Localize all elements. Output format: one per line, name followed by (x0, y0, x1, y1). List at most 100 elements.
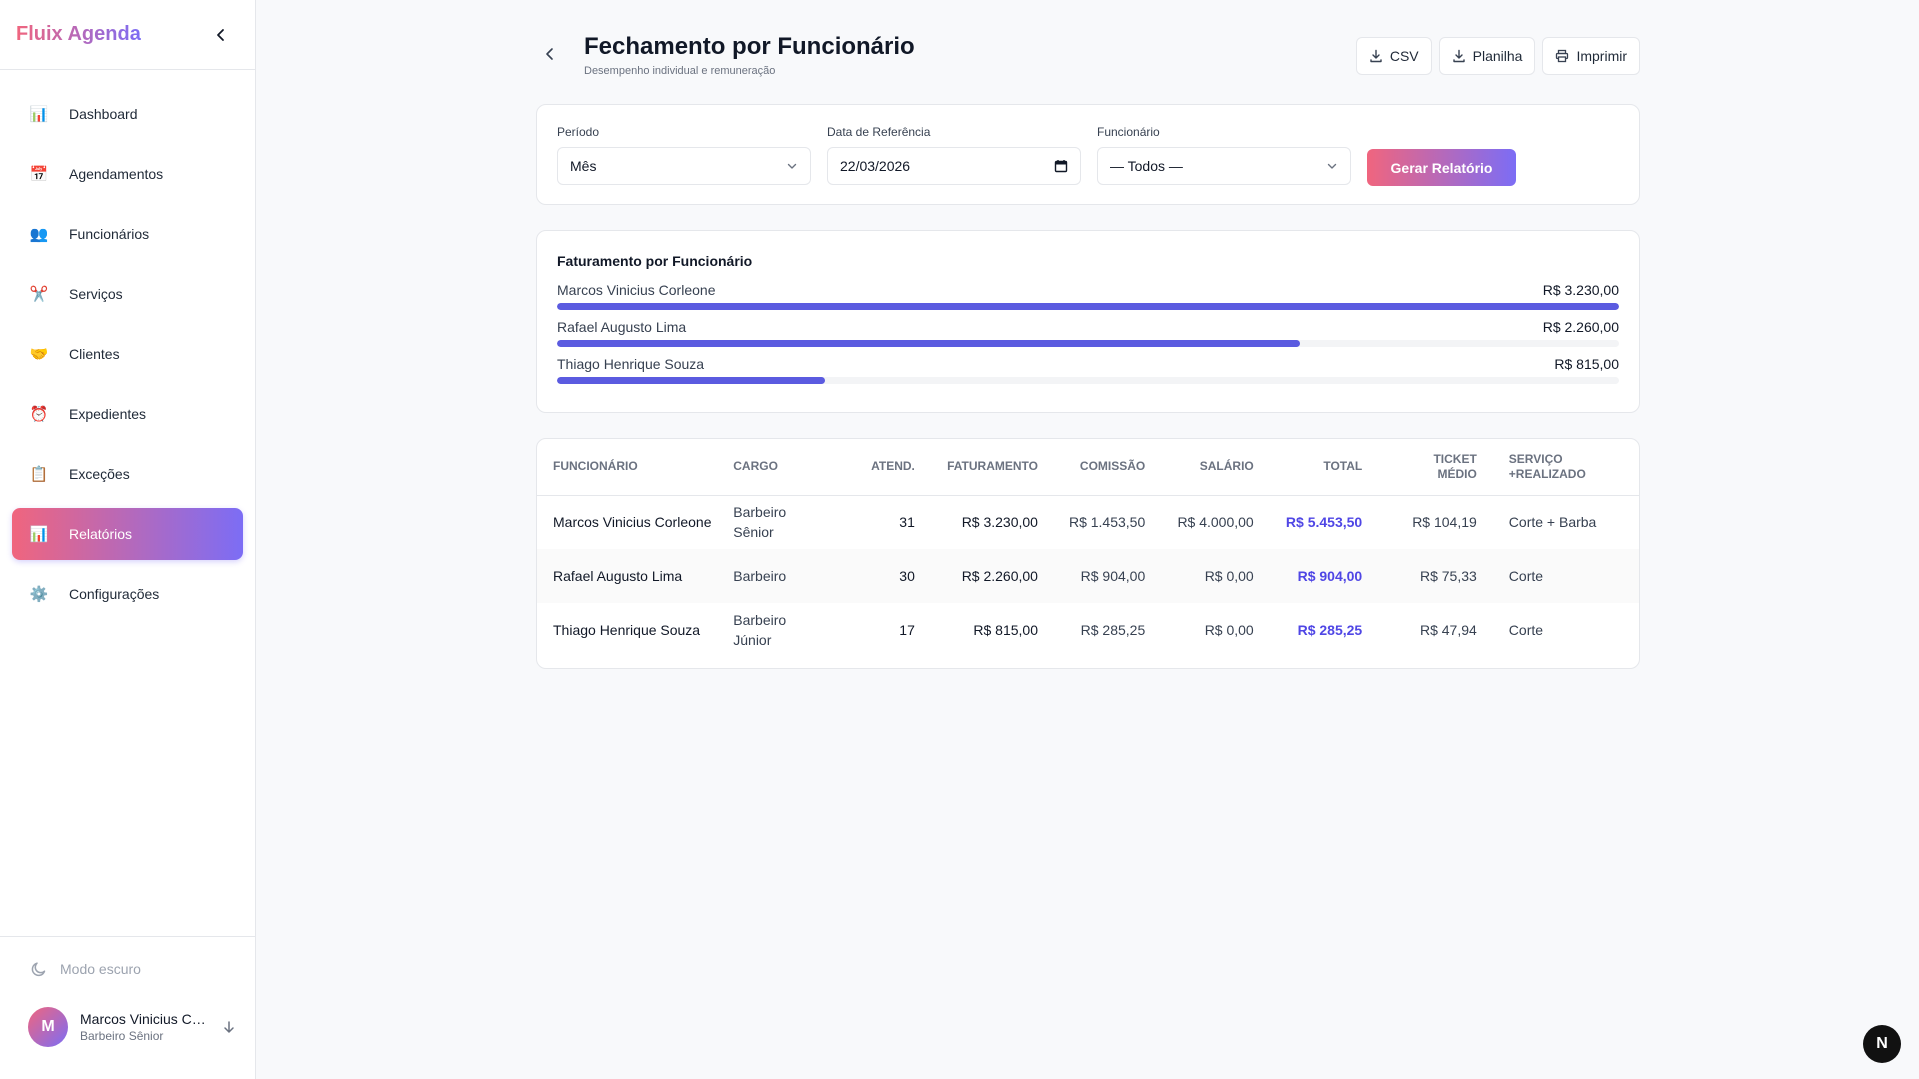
sidebar-item-servicos[interactable]: ✂️ Serviços (12, 268, 243, 320)
dark-mode-toggle[interactable]: Modo escuro (0, 937, 256, 1001)
download-icon (1369, 49, 1383, 63)
cell-total: R$ 285,25 (1297, 622, 1363, 638)
period-field: Período Mês (557, 125, 811, 185)
page-header: Fechamento por Funcionário Desempenho in… (536, 0, 1640, 104)
title-wrap: Fechamento por Funcionário Desempenho in… (584, 33, 915, 77)
back-button[interactable] (540, 44, 560, 64)
revenue-title: Faturamento por Funcionário (557, 253, 753, 269)
collapse-sidebar-button[interactable] (209, 23, 233, 47)
dark-mode-label: Modo escuro (60, 961, 141, 977)
employee-field: Funcionário — Todos — (1097, 125, 1351, 185)
avatar: M (28, 1007, 68, 1047)
col-ticket: Ticket Médio (1362, 439, 1477, 495)
generate-report-button[interactable]: Gerar Relatório (1367, 149, 1516, 186)
gear-icon: ⚙️ (29, 586, 49, 603)
user-menu-button[interactable] (222, 1020, 236, 1034)
brand-logo[interactable]: Fluix Agenda (16, 23, 141, 45)
col-revenue: Faturamento (947, 459, 1038, 474)
closing-table-card: Funcionário Cargo Atend. Faturamento Com… (536, 438, 1640, 669)
sidebar-item-label: Exceções (69, 466, 130, 482)
revenue-row: Marcos Vinicius Corleone R$ 3.230,00 (557, 282, 1619, 310)
revenue-bar (557, 340, 1301, 347)
dev-tools-badge[interactable]: N (1863, 1025, 1901, 1063)
export-csv-button[interactable]: CSV (1355, 37, 1432, 75)
sidebar-item-configuracoes[interactable]: ⚙️ Configurações (12, 568, 243, 620)
revenue-row-name: Marcos Vinicius Corleone (557, 282, 716, 298)
user-name: Marcos Vinicius Corleone (80, 1011, 206, 1027)
calendar-icon: 📅 (29, 166, 49, 183)
col-service-line2: +realizado (1508, 466, 1586, 481)
ref-date-value: 22/03/2026 (840, 158, 911, 174)
header-actions: CSV Planilha Imprimir (1355, 37, 1640, 75)
main-content: Fechamento por Funcionário Desempenho in… (536, 0, 1640, 669)
col-ticket-line2: Médio (1437, 466, 1477, 481)
sidebar-item-excecoes[interactable]: 📋 Exceções (12, 448, 243, 500)
moon-icon (30, 960, 48, 978)
sidebar-item-expedientes[interactable]: ⏰ Expedientes (12, 388, 243, 440)
handshake-icon: 🤝 (29, 346, 49, 363)
revenue-bar (557, 303, 1619, 310)
filters-card: Período Mês Data de Referência 22/03/202… (536, 104, 1640, 205)
table-row: Marcos Vinicius Corleone Barbeiro Sênior… (537, 495, 1639, 549)
print-button[interactable]: Imprimir (1542, 37, 1640, 75)
chevron-down-icon (787, 163, 797, 169)
print-label: Imprimir (1576, 48, 1627, 64)
user-profile[interactable]: M Marcos Vinicius Corleone Barbeiro Sêni… (0, 1001, 256, 1053)
cell-service: Corte (1508, 568, 1544, 584)
col-employee: Funcionário (553, 459, 638, 474)
ref-date-input[interactable]: 22/03/2026 (827, 147, 1081, 185)
revenue-row-value: R$ 815,00 (1554, 356, 1619, 372)
revenue-bar (557, 377, 825, 384)
chevron-left-icon (546, 48, 553, 60)
closing-table: Funcionário Cargo Atend. Faturamento Com… (537, 439, 1639, 657)
employee-select[interactable]: — Todos — (1097, 147, 1351, 185)
cell-revenue: R$ 2.260,00 (961, 568, 1038, 584)
sidebar-item-label: Funcionários (69, 226, 150, 242)
cell-ticket: R$ 104,19 (1412, 514, 1477, 531)
page-subtitle: Desempenho individual e remuneração (584, 65, 776, 77)
table-row: Thiago Henrique Souza Barbeiro Júnior 17… (537, 603, 1639, 657)
page-title: Fechamento por Funcionário (584, 33, 915, 60)
cell-commission: R$ 285,25 (1080, 622, 1146, 638)
revenue-row-value: R$ 2.260,00 (1542, 319, 1619, 335)
ref-date-label: Data de Referência (827, 125, 931, 139)
employee-value: — Todos — (1110, 158, 1183, 174)
user-role: Barbeiro Sênior (80, 1029, 164, 1043)
cell-visits: 30 (899, 568, 915, 584)
sidebar-item-label: Clientes (69, 346, 120, 362)
revenue-row-name: Thiago Henrique Souza (557, 356, 705, 372)
download-icon (1452, 49, 1466, 63)
arrow-down-icon (224, 1021, 234, 1033)
sidebar-item-funcionarios[interactable]: 👥 Funcionários (12, 208, 243, 260)
export-sheet-button[interactable]: Planilha (1438, 37, 1536, 75)
sidebar-item-dashboard[interactable]: 📊 Dashboard (12, 88, 243, 140)
col-salary: Salário (1199, 459, 1254, 474)
period-select[interactable]: Mês (557, 147, 811, 185)
sidebar-item-agendamentos[interactable]: 📅 Agendamentos (12, 148, 243, 200)
cell-salary: R$ 0,00 (1204, 568, 1254, 584)
col-service-line1: Serviço (1508, 451, 1563, 466)
col-role: Cargo (733, 459, 778, 474)
cell-ticket: R$ 75,33 (1419, 568, 1477, 584)
cell-salary: R$ 4.000,00 (1177, 514, 1254, 531)
sidebar-item-label: Agendamentos (69, 166, 164, 182)
cell-revenue: R$ 3.230,00 (961, 514, 1038, 531)
col-visits: Atend. (871, 459, 915, 474)
cell-service: Corte (1508, 622, 1544, 638)
table-header-row: Funcionário Cargo Atend. Faturamento Com… (537, 439, 1639, 495)
sidebar-nav: 📊 Dashboard 📅 Agendamentos 👥 Funcionários ✂… (0, 70, 255, 620)
sidebar-item-label: Relatórios (69, 526, 133, 542)
users-icon: 👥 (29, 226, 49, 243)
cell-role: Barbeiro (733, 568, 787, 584)
cell-commission: R$ 904,00 (1080, 568, 1146, 584)
cell-ticket: R$ 47,94 (1419, 622, 1477, 638)
chevron-left-icon (217, 28, 224, 41)
sidebar-item-relatorios[interactable]: 📊 Relatórios (12, 508, 243, 560)
sidebar-item-label: Dashboard (69, 106, 138, 122)
col-commission: Comissão (1079, 459, 1146, 474)
ref-date-field: Data de Referência 22/03/2026 (827, 125, 1081, 185)
export-csv-label: CSV (1389, 48, 1419, 64)
cell-employee: Rafael Augusto Lima (553, 568, 683, 584)
period-label: Período (557, 125, 600, 139)
sidebar-item-clientes[interactable]: 🤝 Clientes (12, 328, 243, 380)
